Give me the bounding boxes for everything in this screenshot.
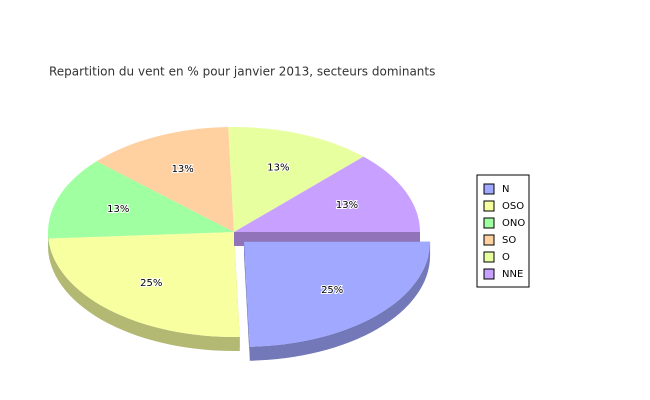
legend-swatch bbox=[483, 200, 495, 212]
data-label: 13% bbox=[336, 200, 358, 211]
legend-label: NNE bbox=[502, 269, 523, 280]
legend-swatch bbox=[483, 183, 495, 195]
chart-title: Repartition du vent en % pour janvier 20… bbox=[49, 65, 435, 79]
pie-slice bbox=[96, 127, 234, 232]
legend-swatch bbox=[483, 268, 495, 280]
legend-swatch bbox=[483, 217, 495, 229]
data-label: 25% bbox=[140, 278, 162, 289]
legend-label: SO bbox=[502, 235, 516, 246]
legend-label: ONO bbox=[502, 218, 525, 229]
legend-swatch bbox=[483, 251, 495, 263]
pie-slice bbox=[234, 156, 420, 232]
legend-label: N bbox=[502, 184, 509, 195]
data-label: 13% bbox=[172, 164, 194, 175]
pie-slice bbox=[48, 232, 240, 337]
pie-slice bbox=[47, 161, 234, 239]
data-label: 13% bbox=[267, 162, 289, 173]
data-label: 13% bbox=[107, 204, 129, 215]
slice-side bbox=[249, 241, 431, 361]
legend-swatch bbox=[483, 234, 495, 246]
slice-face bbox=[244, 241, 250, 361]
pie-slice bbox=[228, 127, 364, 232]
slice-side bbox=[48, 238, 240, 351]
legend-label: OSO bbox=[502, 201, 524, 212]
legend-label: O bbox=[502, 252, 510, 263]
data-label: 25% bbox=[321, 285, 343, 296]
pie-slice bbox=[244, 241, 431, 347]
